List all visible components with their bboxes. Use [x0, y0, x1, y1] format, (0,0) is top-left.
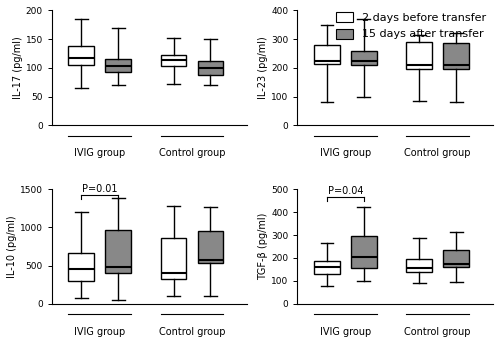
PathPatch shape — [351, 236, 377, 268]
PathPatch shape — [68, 46, 94, 65]
Text: Control group: Control group — [158, 327, 225, 337]
PathPatch shape — [160, 55, 186, 66]
Text: Control group: Control group — [404, 327, 471, 337]
Text: P=0.04: P=0.04 — [328, 186, 363, 196]
PathPatch shape — [314, 262, 340, 274]
Y-axis label: TGF-β (pg/ml): TGF-β (pg/ml) — [258, 213, 268, 280]
PathPatch shape — [198, 231, 224, 263]
Legend: 2 days before transfer, 15 days after transfer: 2 days before transfer, 15 days after tr… — [333, 9, 490, 43]
Text: Control group: Control group — [158, 148, 225, 158]
PathPatch shape — [443, 250, 469, 267]
PathPatch shape — [314, 46, 340, 63]
Text: Control group: Control group — [404, 148, 471, 158]
PathPatch shape — [160, 238, 186, 279]
PathPatch shape — [406, 259, 432, 272]
Y-axis label: IL-10 (pg/ml): IL-10 (pg/ml) — [7, 215, 17, 278]
Y-axis label: IL-23 (pg/ml): IL-23 (pg/ml) — [258, 37, 268, 99]
PathPatch shape — [406, 42, 432, 69]
PathPatch shape — [106, 59, 131, 72]
PathPatch shape — [351, 51, 377, 65]
Text: IVIG group: IVIG group — [320, 327, 371, 337]
Text: IVIG group: IVIG group — [320, 148, 371, 158]
Y-axis label: IL-17 (pg/ml): IL-17 (pg/ml) — [12, 37, 22, 99]
PathPatch shape — [443, 43, 469, 69]
PathPatch shape — [68, 254, 94, 281]
Text: IVIG group: IVIG group — [74, 327, 126, 337]
Text: P=0.01: P=0.01 — [82, 184, 118, 194]
Text: IVIG group: IVIG group — [74, 148, 126, 158]
PathPatch shape — [106, 230, 131, 273]
PathPatch shape — [198, 61, 224, 75]
